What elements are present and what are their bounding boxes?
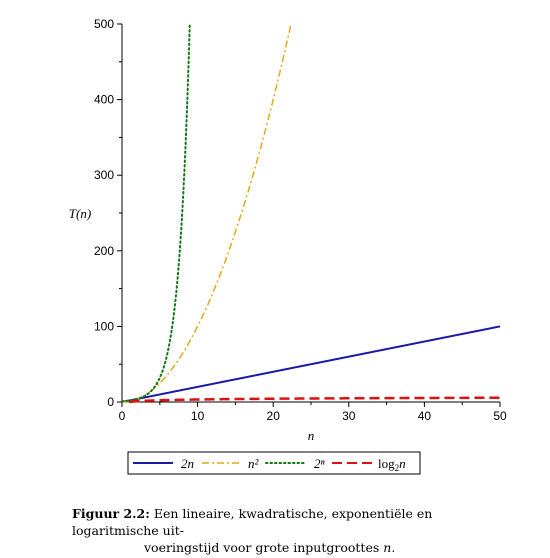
caption-period: .	[391, 540, 396, 555]
series-line-2n	[121, 325, 501, 403]
series-line-log2n	[128, 396, 501, 404]
x-axis-label: n	[308, 428, 315, 443]
legend: 2n n² 2ⁿ log2n	[127, 451, 421, 475]
series-line-2n	[121, 23, 191, 403]
y-tick-label: 200	[94, 244, 114, 258]
legend-label-log2n: log2n	[378, 456, 406, 473]
y-tick-label: 100	[94, 319, 114, 333]
legend-label-2n: 2n	[181, 456, 194, 471]
x-tick-label: 40	[418, 409, 432, 423]
caption-line2: voeringstijd voor grote inputgroottes n.	[72, 539, 512, 556]
x-tick-label: 20	[267, 409, 281, 423]
x-tick-label: 30	[342, 409, 356, 423]
caption-variable-n: n	[383, 540, 392, 555]
legend-log-sub: 2	[395, 463, 400, 473]
caption-text-line2: voeringstijd voor grote inputgroottes	[144, 540, 384, 555]
legend-log-var: n	[399, 456, 406, 471]
y-tick-label: 500	[94, 17, 114, 31]
figure-caption: Figuur 2.2: Een lineaire, kwadratische, …	[72, 505, 512, 556]
series-line-n2	[121, 23, 292, 403]
y-tick-label: 400	[94, 93, 114, 107]
legend-log-prefix: log	[378, 456, 395, 471]
legend-label-2pown: 2ⁿ	[314, 456, 326, 471]
x-tick-label: 10	[191, 409, 205, 423]
legend-label-n2: n²	[248, 456, 260, 471]
x-tick-label: 50	[493, 409, 507, 423]
caption-text-line1: Een lineaire, kwadratische, exponentiële…	[72, 506, 433, 538]
y-axis-label: T(n)	[69, 206, 91, 221]
x-tick-label: 0	[119, 409, 126, 423]
y-tick-label: 300	[94, 168, 114, 182]
y-tick-label: 0	[107, 395, 114, 409]
figure-number: Figuur 2.2:	[72, 506, 150, 521]
